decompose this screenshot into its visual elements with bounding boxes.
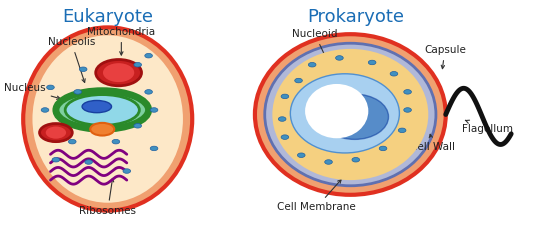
Ellipse shape	[23, 27, 192, 211]
Ellipse shape	[352, 158, 359, 162]
Ellipse shape	[255, 34, 446, 195]
Text: Ribosomes: Ribosomes	[79, 178, 136, 216]
Text: Nucleoid: Nucleoid	[292, 29, 338, 69]
Ellipse shape	[112, 139, 119, 144]
Ellipse shape	[281, 94, 289, 99]
Ellipse shape	[404, 108, 412, 112]
Ellipse shape	[145, 90, 152, 94]
Ellipse shape	[305, 84, 368, 138]
Ellipse shape	[278, 117, 286, 121]
Text: Mitochondria: Mitochondria	[87, 27, 156, 55]
Ellipse shape	[96, 60, 141, 86]
Ellipse shape	[85, 160, 93, 164]
Ellipse shape	[145, 53, 152, 58]
Ellipse shape	[32, 35, 183, 203]
Ellipse shape	[47, 85, 54, 90]
Ellipse shape	[309, 63, 316, 67]
Ellipse shape	[325, 160, 332, 164]
Text: Capsule: Capsule	[424, 45, 466, 69]
Ellipse shape	[123, 169, 130, 173]
Ellipse shape	[41, 108, 49, 112]
Ellipse shape	[379, 146, 387, 151]
Ellipse shape	[82, 101, 112, 113]
Ellipse shape	[265, 43, 436, 186]
Ellipse shape	[79, 67, 87, 71]
Ellipse shape	[134, 63, 141, 67]
Ellipse shape	[74, 90, 82, 94]
Ellipse shape	[404, 90, 412, 94]
Ellipse shape	[150, 108, 158, 112]
Ellipse shape	[102, 63, 135, 83]
Ellipse shape	[335, 56, 343, 60]
Text: Nucleus: Nucleus	[4, 84, 60, 99]
Text: Flagellum: Flagellum	[462, 120, 513, 134]
Ellipse shape	[65, 95, 139, 125]
Ellipse shape	[150, 146, 158, 151]
Ellipse shape	[90, 123, 114, 136]
Ellipse shape	[390, 71, 398, 76]
Ellipse shape	[45, 126, 67, 139]
Ellipse shape	[321, 94, 389, 139]
Ellipse shape	[39, 124, 72, 142]
Ellipse shape	[272, 49, 429, 180]
Ellipse shape	[52, 158, 60, 162]
Ellipse shape	[398, 128, 406, 133]
Text: Prokaryote: Prokaryote	[307, 8, 404, 26]
Ellipse shape	[134, 124, 141, 128]
Ellipse shape	[281, 135, 289, 139]
Text: Cell Wall: Cell Wall	[410, 134, 455, 152]
Text: Nucleolis: Nucleolis	[48, 37, 95, 82]
Text: Eukaryote: Eukaryote	[62, 8, 153, 26]
Ellipse shape	[56, 91, 149, 129]
Ellipse shape	[290, 74, 399, 153]
Ellipse shape	[298, 153, 305, 158]
Ellipse shape	[295, 78, 302, 83]
Ellipse shape	[68, 139, 76, 144]
Text: Cell Membrane: Cell Membrane	[277, 180, 356, 212]
Ellipse shape	[368, 60, 376, 65]
